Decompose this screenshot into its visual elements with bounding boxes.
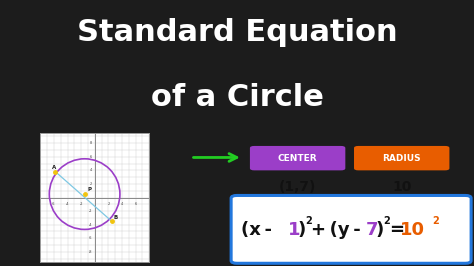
Text: -4: -4	[89, 223, 92, 227]
Text: 6: 6	[135, 202, 137, 206]
Text: -2: -2	[89, 209, 92, 213]
FancyBboxPatch shape	[250, 146, 346, 170]
Text: 2: 2	[107, 202, 109, 206]
Text: Standard Equation: Standard Equation	[77, 18, 397, 47]
FancyBboxPatch shape	[231, 196, 471, 263]
Text: of a Circle: of a Circle	[151, 83, 323, 112]
Text: B: B	[113, 215, 118, 219]
Text: 2: 2	[383, 215, 390, 226]
Text: P: P	[87, 187, 91, 192]
Text: RADIUS: RADIUS	[383, 154, 421, 163]
Text: ): )	[376, 221, 384, 239]
Text: 10: 10	[400, 221, 425, 239]
Text: (x -: (x -	[241, 221, 276, 239]
Text: A: A	[52, 165, 56, 170]
Text: CENTER: CENTER	[278, 154, 318, 163]
Text: 8: 8	[90, 141, 92, 145]
Text: -2: -2	[80, 202, 83, 206]
Text: 2: 2	[306, 215, 312, 226]
Text: -6: -6	[52, 202, 56, 206]
Text: 6: 6	[90, 155, 92, 159]
Text: 2: 2	[90, 182, 92, 186]
Text: (1,7): (1,7)	[279, 180, 316, 194]
Text: 7: 7	[366, 221, 379, 239]
Text: -4: -4	[66, 202, 69, 206]
Text: + (y -: + (y -	[310, 221, 364, 239]
Text: ): )	[298, 221, 306, 239]
Text: -6: -6	[89, 236, 92, 240]
Text: 1: 1	[288, 221, 300, 239]
FancyBboxPatch shape	[354, 146, 449, 170]
Text: 10: 10	[392, 180, 411, 194]
Text: =: =	[389, 221, 404, 239]
Text: -8: -8	[89, 250, 92, 254]
Text: 4: 4	[121, 202, 123, 206]
Text: 2: 2	[432, 215, 439, 226]
Text: 4: 4	[90, 168, 92, 172]
